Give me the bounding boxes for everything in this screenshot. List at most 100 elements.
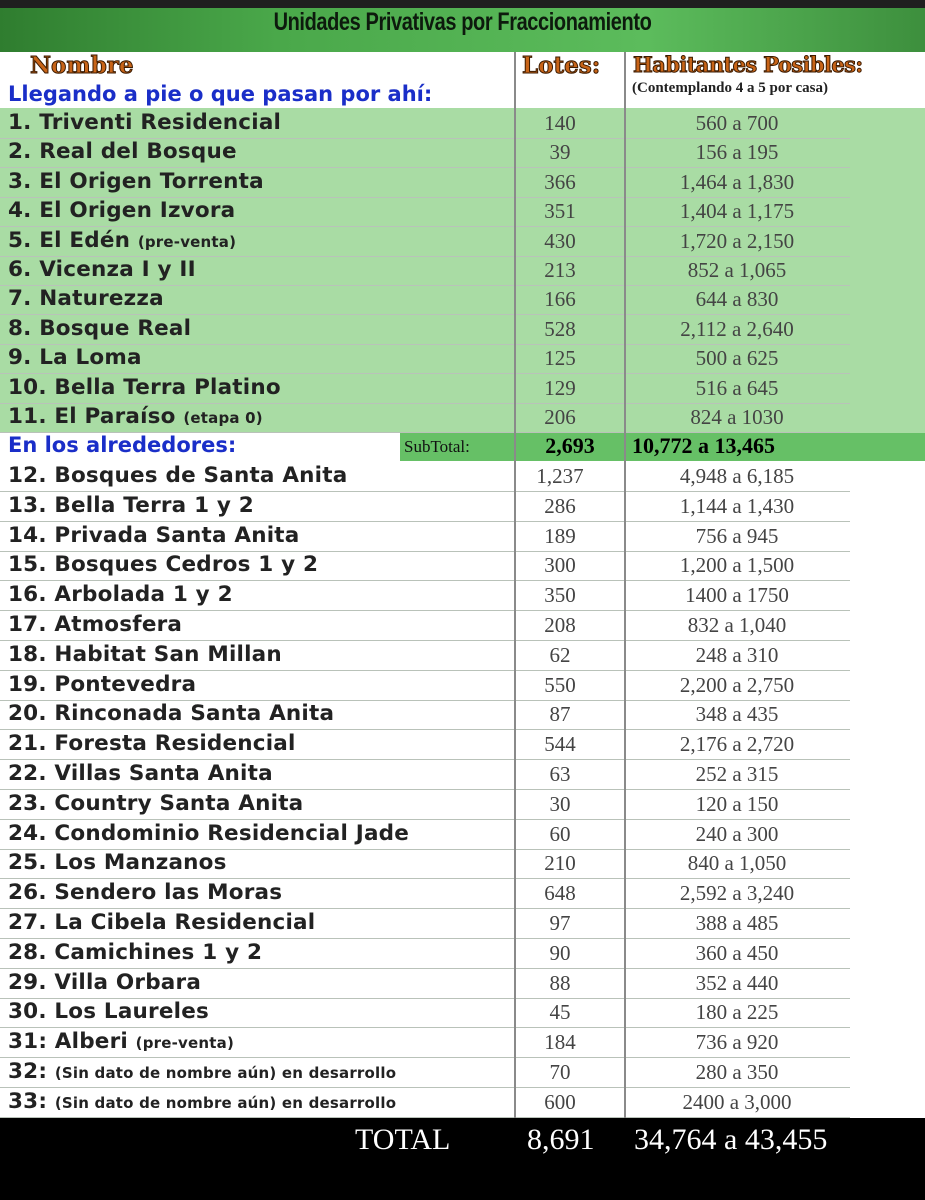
row-habitantes: 840 a 1,050	[687, 851, 787, 876]
table-row: 27. La Cibela Residencial 97 388 a 485	[0, 909, 850, 939]
group2-label: En los alrededores:	[8, 433, 237, 457]
row-lotes: 90	[549, 940, 571, 965]
table-row: 3. El Origen Torrenta 366 1,464 a 1,830	[0, 168, 850, 198]
row-habitantes: 2,592 a 3,240	[679, 881, 795, 906]
table-row: 2. Real del Bosque 39 156 a 195	[0, 138, 850, 169]
row-name-text: 26. Sendero las Moras	[8, 880, 283, 906]
row-name-note: (Sin dato de nombre aún) en desarrollo	[54, 1064, 397, 1082]
row-lotes: 189	[544, 523, 576, 548]
total-row	[0, 1118, 925, 1200]
row-habitantes: 852 a 1,065	[687, 258, 787, 282]
header-lotes: Lotes:	[521, 52, 601, 80]
row-name-note: (Sin dato de nombre aún) en desarrollo	[54, 1093, 397, 1112]
row-lotes: 125	[544, 346, 576, 371]
row-habitantes: 2,112 a 2,640	[680, 316, 794, 341]
row-habitantes: 180 a 225	[695, 1000, 779, 1025]
row-name: 5. El Edén (pre-venta)	[8, 228, 236, 253]
row-name-text: 12. Bosques de Santa Anita	[8, 463, 348, 488]
row-name: 24. Condominio Residencial Jade	[8, 821, 409, 846]
row-name-text: 13. Bella Terra 1 y 2	[8, 492, 254, 518]
table-row: 22. Villas Santa Anita 63 252 a 315	[0, 760, 850, 790]
table-row: 4. El Origen Izvora 351 1,404 a 1,175	[0, 197, 850, 228]
row-name: 26. Sendero las Moras	[8, 880, 282, 905]
total-lotes: 8,691	[527, 1123, 595, 1156]
row-name-text: 25. Los Manzanos	[8, 850, 227, 876]
row-name: 14. Privada Santa Anita	[8, 523, 299, 548]
row-lotes: 88	[549, 970, 571, 995]
table-row: 6. Vicenza I y II 213 852 a 1,065	[0, 256, 850, 286]
subtotal-habitantes: 10,772 a 13,465	[632, 433, 775, 458]
row-name-text: 6. Vicenza I y II	[8, 257, 196, 282]
row-habitantes: 348 a 435	[695, 702, 779, 727]
row-name-text: 11. El Paraíso	[8, 404, 176, 429]
row-name-text: 3. El Origen Torrenta	[8, 168, 264, 194]
table-row: 17. Atmosfera 208 832 a 1,040	[0, 611, 850, 641]
row-lotes: 129	[544, 375, 576, 400]
row-name-text: 10. Bella Terra Platino	[8, 374, 281, 400]
title-banner	[0, 0, 925, 52]
group1-label: Llegando a pie o que pasan por ahí:	[8, 82, 433, 106]
row-lotes: 30	[549, 791, 571, 816]
row-habitantes: 644 a 830	[695, 287, 779, 312]
row-name: 12. Bosques de Santa Anita	[8, 463, 347, 488]
row-name: 15. Bosques Cedros 1 y 2	[8, 552, 318, 577]
row-name-text: 8. Bosque Real	[8, 315, 192, 341]
row-name: 7. Naturezza	[8, 286, 164, 311]
row-name: 3. El Origen Torrenta	[8, 169, 264, 194]
table-row: 12. Bosques de Santa Anita 1,237 4,948 a …	[0, 462, 850, 492]
row-name: 21. Foresta Residencial	[8, 731, 296, 756]
row-name: 23. Country Santa Anita	[8, 791, 303, 816]
row-name: 6. Vicenza I y II	[8, 257, 196, 282]
row-name-text: 5. El Edén	[8, 227, 131, 253]
row-name-text: 24. Condominio Residencial Jade	[8, 820, 410, 846]
row-lotes: 60	[549, 821, 571, 846]
row-lotes: 97	[549, 911, 571, 935]
row-habitantes: 756 a 945	[695, 523, 779, 548]
row-lotes: 39	[549, 140, 571, 165]
row-lotes: 600	[544, 1089, 576, 1114]
row-name: 30. Los Laureles	[8, 999, 209, 1024]
row-lotes: 206	[544, 405, 576, 429]
row-name-text: 2. Real del Bosque	[8, 139, 237, 165]
row-name: 10. Bella Terra Platino	[8, 375, 281, 400]
row-lotes: 140	[544, 111, 576, 135]
column-divider	[514, 52, 516, 1118]
total-label: TOTAL	[355, 1123, 451, 1156]
row-lotes: 430	[544, 228, 576, 253]
table-row: 13. Bella Terra 1 y 2 286 1,144 a 1,430	[0, 492, 850, 522]
row-lotes: 366	[544, 169, 576, 194]
table-row: 21. Foresta Residencial 544 2,176 a 2,720	[0, 730, 850, 761]
row-lotes: 213	[544, 258, 576, 282]
row-name-text: 31: Alberi	[8, 1029, 128, 1055]
row-habitantes: 1,464 a 1,830	[679, 169, 795, 194]
row-name-text: 15. Bosques Cedros 1 y 2	[8, 552, 319, 578]
row-name-text: 23. Country Santa Anita	[8, 790, 304, 816]
row-name-text: 1. Triventi Residencial	[8, 110, 282, 135]
row-lotes: 184	[544, 1030, 576, 1055]
row-name: 2. Real del Bosque	[8, 139, 237, 164]
table-row: 5. El Edén (pre-venta) 430 1,720 a 2,150	[0, 227, 850, 257]
row-name-text: 18. Habitat San Millan	[8, 641, 282, 667]
row-lotes: 87	[549, 702, 571, 727]
table-row: 29. Villa Orbara 88 352 a 440	[0, 969, 850, 999]
row-name: 20. Rinconada Santa Anita	[8, 701, 334, 726]
row-habitantes: 736 a 920	[695, 1030, 779, 1055]
row-lotes: 208	[544, 613, 576, 637]
row-habitantes: 516 a 645	[695, 375, 779, 400]
group1-background	[0, 108, 925, 433]
subtotal-row	[0, 433, 925, 461]
row-name: 31: Alberi (pre-venta)	[8, 1029, 234, 1054]
row-name: 1. Triventi Residencial	[8, 110, 281, 135]
row-habitantes: 120 a 150	[695, 791, 779, 816]
row-habitantes: 352 a 440	[695, 970, 779, 995]
row-habitantes: 832 a 1,040	[687, 613, 787, 637]
row-habitantes: 360 a 450	[695, 940, 779, 965]
table-row: 24. Condominio Residencial Jade 60 240 a …	[0, 820, 850, 850]
row-habitantes: 2,176 a 2,720	[679, 732, 795, 757]
table-row: 33: (Sin dato de nombre aún) en desarrol…	[0, 1088, 850, 1118]
row-lotes: 210	[544, 851, 576, 876]
table-row: 18. Habitat San Millan 62 248 a 310	[0, 641, 850, 671]
row-lotes: 350	[544, 583, 576, 608]
row-name-text: 14. Privada Santa Anita	[8, 522, 300, 548]
row-name: 22. Villas Santa Anita	[8, 761, 273, 786]
